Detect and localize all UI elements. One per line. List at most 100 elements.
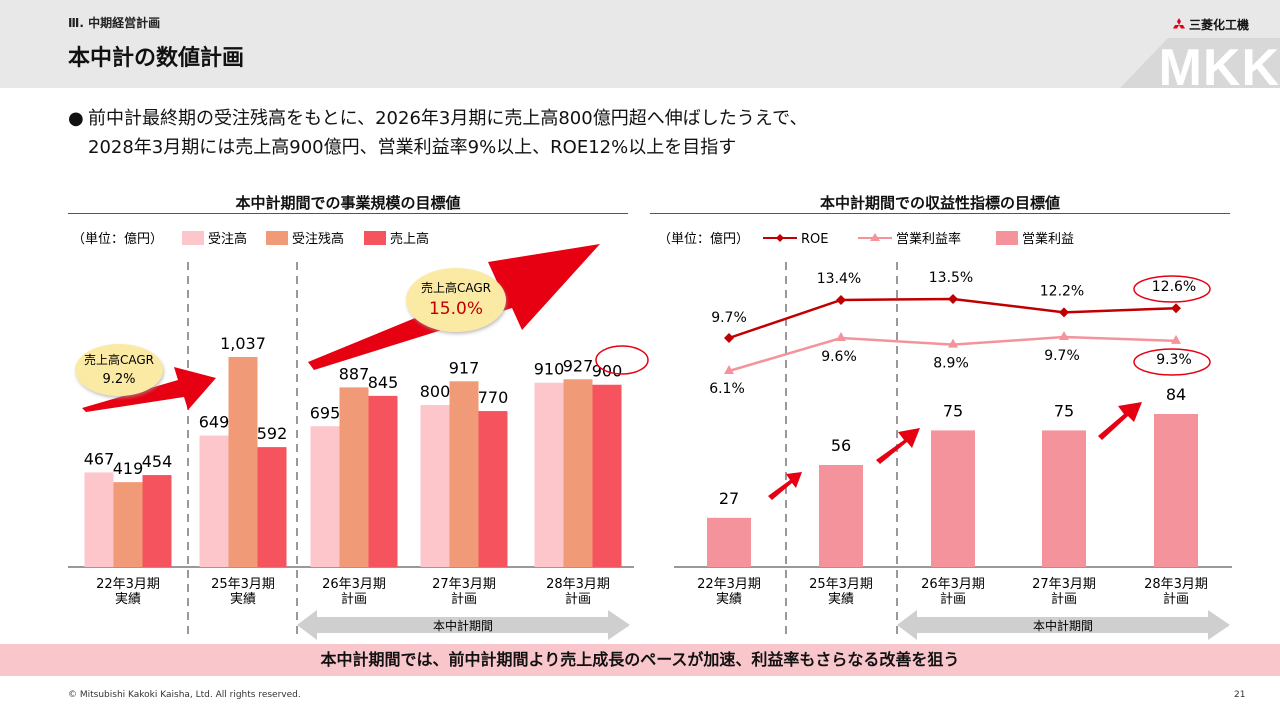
bar-profit-label-2: 75 — [943, 401, 963, 420]
bar-profit-label-0: 27 — [719, 489, 739, 508]
label-roe-2: 13.5% — [929, 270, 973, 286]
label-margin-4: 9.3% — [1156, 352, 1192, 368]
profit-arrow-2 — [876, 428, 920, 464]
label-roe-3: 12.2% — [1040, 283, 1084, 299]
left-panel-title: 本中計期間での事業規模の目標値 — [235, 194, 461, 212]
left-period-arrow — [297, 610, 630, 640]
line-roe — [728, 297, 1177, 340]
bar-profit-label-1: 56 — [831, 436, 851, 455]
marker-margin-1 — [836, 332, 846, 341]
bar-backlog-3 — [449, 381, 479, 567]
marker-margin-3 — [1059, 331, 1069, 341]
cagr-large-label: 売上高CAGR — [421, 280, 491, 295]
marker-roe-3 — [1059, 307, 1069, 318]
left-category-label-4-0: 28年3月期 — [546, 577, 610, 592]
right-category-label-1-1: 実績 — [828, 591, 854, 607]
bar-profit-4 — [1154, 414, 1198, 567]
right-period-label: 本中計期間 — [1033, 618, 1093, 633]
left-category-label-4-1: 計画 — [565, 591, 591, 607]
right-chart: 27 56 75 75 84 9.7% 13.4% 13.5% 12.2% 12.6% 6.1% 9.… — [697, 270, 1208, 607]
bar-orders-3 — [420, 404, 450, 567]
bar-orders-2 — [310, 426, 340, 567]
bar-profit-label-4: 84 — [1166, 385, 1186, 404]
left-category-label-2-0: 26年3月期 — [322, 577, 386, 592]
bar-profit-label-3: 75 — [1054, 401, 1074, 420]
bullet-icon: ● — [68, 108, 84, 129]
marker-roe-4 — [1171, 303, 1181, 314]
right-category-label-2-1: 計画 — [940, 591, 966, 607]
label-margin-0: 6.1% — [709, 381, 745, 397]
left-chart: 467 649 695 800 910 419 1,037 887 917 927 454 592 84… — [84, 334, 623, 607]
bar-orders-label-0: 467 — [84, 449, 115, 468]
summary: ● 前中計最終期の受注残高をもとに、2026年3月期に売上高800億円超へ伸ばした… — [68, 104, 807, 162]
cagr-small-value: 9.2% — [102, 372, 135, 387]
bar-orders-4 — [534, 382, 564, 567]
circle-highlight-margin-93 — [1133, 348, 1211, 376]
left-period-label: 本中計期間 — [433, 618, 493, 633]
profit-arrow-1 — [768, 472, 802, 500]
section-label: Ⅲ. 中期経営計画 — [68, 16, 161, 30]
label-roe-1: 13.4% — [817, 271, 861, 287]
bar-sales-label-1: 592 — [257, 424, 288, 443]
cagr-bubble-large — [406, 268, 506, 332]
bar-sales-label-0: 454 — [142, 452, 173, 471]
bar-orders-label-1: 649 — [199, 413, 230, 432]
right-category-label-1-0: 25年3月期 — [809, 577, 873, 592]
right-panel-rule — [650, 213, 1230, 214]
left-category-label-1-1: 実績 — [230, 591, 256, 607]
bar-sales-label-2: 845 — [368, 373, 399, 392]
company-logo: 三菱化工機 — [1172, 16, 1249, 33]
right-category-label-0-1: 実績 — [716, 591, 742, 607]
left-category-label-3-1: 計画 — [451, 591, 477, 607]
right-category-label-3-0: 27年3月期 — [1032, 577, 1096, 592]
right-unit-label: （単位：億円） — [658, 231, 749, 247]
bar-backlog-label-0: 419 — [113, 459, 144, 478]
left-category-label-1-0: 25年3月期 — [211, 577, 275, 592]
bar-profit-3 — [1042, 430, 1086, 567]
circle-highlight-sales-900 — [595, 345, 649, 375]
bar-profit-2 — [931, 430, 975, 567]
legend-swatch-profit — [996, 231, 1018, 245]
marker-roe-1 — [836, 295, 846, 305]
label-roe-0: 9.7% — [711, 310, 747, 326]
marker-roe-2 — [948, 293, 958, 304]
right-category-label-0-0: 22年3月期 — [697, 577, 761, 592]
cagr-small-label: 売上高CAGR — [84, 352, 154, 367]
right-panel-title: 本中計期間での収益性指標の目標値 — [819, 194, 1060, 212]
bar-sales-3 — [478, 411, 508, 567]
left-category-label-0-1: 実績 — [115, 591, 141, 607]
left-category-label-3-0: 27年3月期 — [432, 577, 496, 592]
page-number: 21 — [1234, 690, 1246, 700]
cagr-large-value: 15.0% — [429, 299, 483, 319]
legend-label-sales: 売上高 — [390, 231, 429, 247]
bar-sales-1 — [257, 447, 287, 567]
left-category-label-2-1: 計画 — [341, 591, 367, 607]
summary-line-2: 2028年3月期には売上高900億円、営業利益率9%以上、ROE12%以上を目指… — [88, 137, 737, 158]
bar-sales-2 — [368, 395, 398, 567]
bar-backlog-4 — [563, 379, 593, 567]
legend-label-margin: 営業利益率 — [896, 231, 961, 247]
bar-sales-label-3: 770 — [478, 388, 509, 407]
bar-backlog-label-1: 1,037 — [220, 334, 266, 353]
circle-highlight-roe-126 — [1133, 275, 1211, 303]
legend-label-backlog: 受注残高 — [292, 231, 344, 247]
right-category-label-4-1: 計画 — [1163, 591, 1189, 607]
bar-backlog-label-2: 887 — [339, 364, 370, 383]
label-margin-2: 8.9% — [933, 356, 969, 372]
cagr-arrow-small — [82, 367, 216, 412]
bar-orders-label-3: 800 — [420, 382, 451, 401]
legend-label-orders: 受注高 — [208, 231, 247, 247]
right-category-label-2-0: 26年3月期 — [921, 577, 985, 592]
legend-label-profit: 営業利益 — [1022, 231, 1074, 247]
bar-backlog-label-4: 927 — [563, 356, 594, 375]
three-diamonds-icon — [1173, 17, 1185, 28]
right-category-label-3-1: 計画 — [1051, 591, 1077, 607]
bar-profit-0 — [707, 517, 751, 567]
bar-sales-4 — [592, 384, 622, 567]
header-bar — [0, 0, 1280, 88]
legend-swatch-backlog — [266, 231, 288, 245]
legend-marker-margin — [870, 233, 880, 241]
label-margin-3: 9.7% — [1044, 348, 1080, 364]
marker-margin-0 — [724, 365, 734, 374]
legend-marker-roe — [776, 234, 784, 242]
